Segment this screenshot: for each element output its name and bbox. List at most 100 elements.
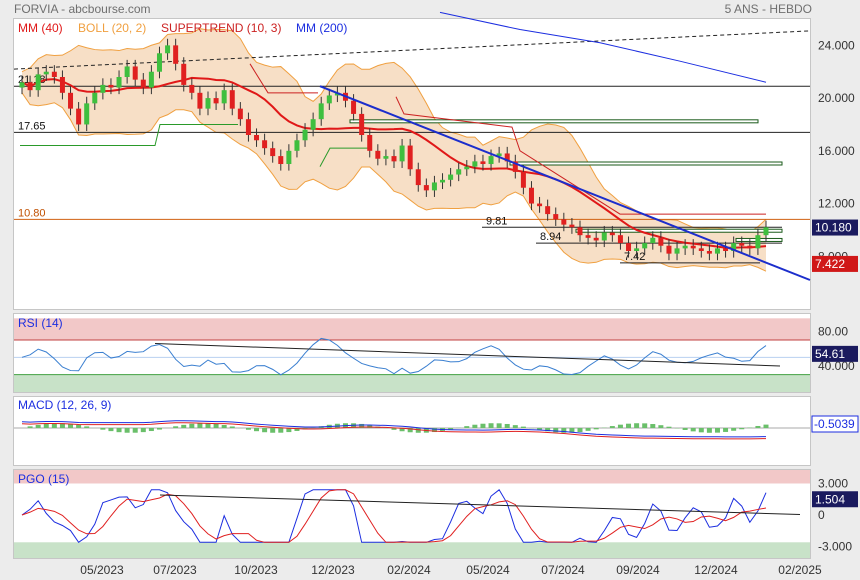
- macd-histogram-bar: [626, 423, 632, 428]
- candle-body: [326, 95, 332, 104]
- macd-histogram-bar: [577, 428, 583, 432]
- candle-body: [367, 135, 373, 151]
- level-label: 8.94: [540, 231, 561, 243]
- candle-body: [456, 169, 462, 175]
- macd-histogram-bar: [731, 428, 737, 431]
- macd-histogram-bar: [658, 425, 664, 428]
- pgo-signal-line: [21, 489, 767, 543]
- x-tick-label: 10/2023: [234, 563, 278, 577]
- macd-histogram-bar: [520, 426, 526, 428]
- candle-body: [68, 92, 74, 109]
- x-tick-label: 09/2024: [616, 563, 660, 577]
- candle-body: [755, 235, 761, 249]
- macd-histogram-bar: [763, 424, 769, 428]
- macd-histogram-bar: [84, 426, 90, 428]
- macd-signal-line: [21, 422, 767, 440]
- macd-histogram-bar: [181, 424, 187, 428]
- level-label: 10.80: [18, 207, 46, 219]
- macd-histogram-bar: [464, 426, 470, 428]
- supertrend-green-2: [319, 147, 372, 167]
- mm200-line: [439, 11, 767, 83]
- macd-histogram-bar: [116, 428, 122, 433]
- candle-body: [245, 119, 251, 135]
- candle-body: [609, 232, 615, 236]
- macd-histogram-bar: [642, 423, 648, 428]
- candle-body: [634, 248, 640, 251]
- candle-body: [27, 82, 33, 91]
- candle-body: [601, 232, 607, 241]
- macd-histogram-bar: [68, 423, 74, 428]
- candle-body: [84, 103, 90, 125]
- candle-body: [440, 179, 446, 183]
- candle-body: [286, 150, 292, 164]
- candle-body: [19, 82, 25, 88]
- candle-body: [553, 214, 559, 220]
- macd-histogram-bar: [431, 428, 437, 433]
- candle-body: [35, 74, 41, 91]
- macd-histogram-bar: [585, 428, 591, 431]
- x-tick-label: 02/2024: [387, 563, 431, 577]
- macd-histogram-bar: [286, 428, 292, 433]
- x-tick-label: 02/2025: [778, 563, 822, 577]
- macd-histogram-bar: [569, 428, 575, 433]
- macd-histogram-bar: [755, 425, 761, 428]
- macd-histogram-bar: [205, 423, 211, 428]
- macd-histogram-bar: [294, 428, 300, 431]
- macd-histogram-bar: [545, 428, 551, 432]
- macd-histogram-bar: [156, 428, 162, 430]
- candle-body: [270, 148, 276, 157]
- macd-histogram-bar: [593, 428, 599, 430]
- macd-histogram-bar: [512, 425, 518, 428]
- macd-histogram-bar: [59, 423, 65, 428]
- candle-body: [723, 248, 729, 251]
- support-text: 7.422: [815, 257, 845, 271]
- candle-body: [173, 45, 179, 64]
- support-badge: [812, 255, 858, 272]
- macd-title: MACD (12, 26, 9): [18, 398, 111, 412]
- candle-body: [480, 161, 486, 164]
- pgo-trendline: [159, 494, 801, 515]
- candle-body: [496, 153, 502, 157]
- candle-body: [197, 92, 203, 109]
- candle-body: [156, 53, 162, 72]
- macd-histogram-bar: [35, 424, 41, 428]
- macd-histogram-bar: [617, 424, 623, 428]
- macd-histogram-bar: [561, 428, 567, 433]
- macd-histogram-bar: [189, 423, 195, 428]
- macd-histogram-bar: [407, 428, 413, 433]
- candle-body: [674, 248, 680, 254]
- candle-body: [512, 161, 518, 172]
- macd-histogram-bar: [221, 425, 227, 428]
- level-label: 9.81: [486, 215, 507, 227]
- candle-body: [472, 161, 478, 167]
- candle-body: [124, 66, 130, 77]
- price-tick: 24.000: [818, 38, 855, 52]
- candle-body: [108, 84, 114, 88]
- candle-body: [706, 251, 712, 254]
- pgo-tick: 0: [818, 508, 825, 522]
- candle-body: [545, 206, 551, 215]
- candle-body: [294, 140, 300, 151]
- pgo-lower-zone: [14, 542, 810, 558]
- candle-body: [205, 98, 211, 109]
- price-tick: 16.000: [818, 144, 855, 158]
- candle-body: [302, 129, 308, 141]
- candle-body: [148, 71, 154, 88]
- level-label: 17.65: [18, 120, 46, 132]
- mm40-line: [21, 76, 767, 249]
- macd-histogram-bar: [245, 428, 251, 430]
- candle-body: [448, 174, 454, 180]
- candle-body: [763, 227, 769, 236]
- zone-box: [349, 119, 759, 124]
- x-tick-label: 07/2023: [153, 563, 197, 577]
- zone-box: [575, 228, 783, 233]
- macd-histogram-bar: [148, 428, 154, 432]
- candle-body: [617, 235, 623, 244]
- pgo-upper-zone: [14, 470, 810, 484]
- macd-histogram-bar: [448, 428, 454, 430]
- candle-body: [375, 150, 381, 159]
- macd-histogram-bar: [723, 428, 729, 432]
- candle-body: [359, 113, 365, 135]
- candle-body: [399, 145, 405, 162]
